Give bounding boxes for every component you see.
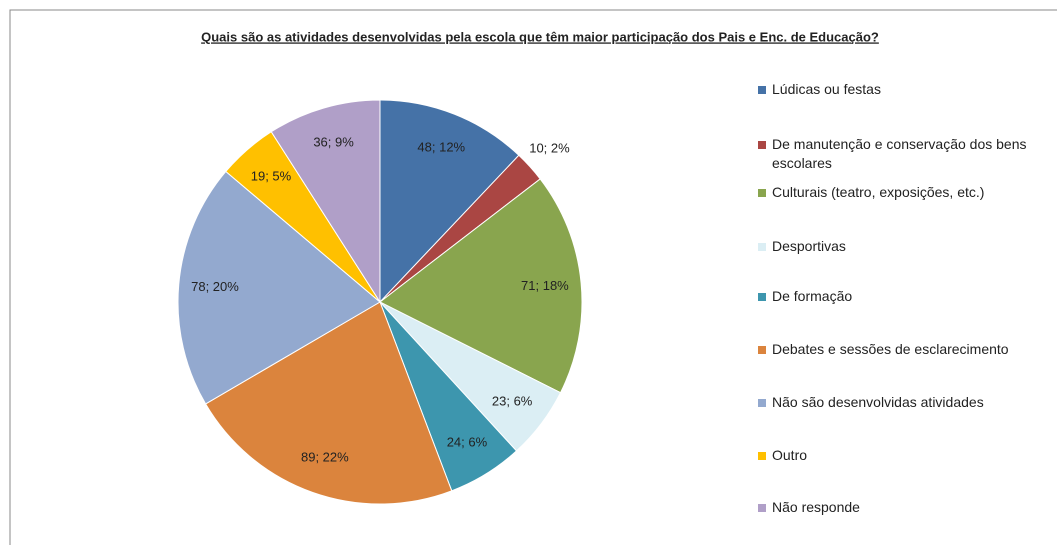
data-label: 24; 6% bbox=[447, 434, 488, 449]
data-label: 89; 22% bbox=[301, 450, 349, 465]
legend-label: Não são desenvolvidas atividades bbox=[772, 394, 984, 410]
data-label: 48; 12% bbox=[417, 140, 465, 155]
legend-item: De formação bbox=[758, 287, 1050, 306]
legend-label: Culturais (teatro, exposições, etc.) bbox=[772, 184, 985, 200]
legend-item: Não são desenvolvidas atividades bbox=[758, 393, 1050, 412]
pie-slice bbox=[379, 178, 583, 394]
legend-item: Culturais (teatro, exposições, etc.) bbox=[758, 183, 1050, 202]
pie-slice bbox=[379, 99, 520, 304]
legend-swatch bbox=[758, 189, 766, 197]
legend-swatch bbox=[758, 504, 766, 512]
legend-swatch bbox=[758, 399, 766, 407]
legend-item: De manutenção e conservação dos bens esc… bbox=[758, 135, 1050, 173]
legend-item: Debates e sessões de esclarecimento bbox=[758, 340, 1050, 359]
legend-label: Não responde bbox=[772, 499, 860, 515]
legend-swatch bbox=[758, 243, 766, 251]
legend-item: Desportivas bbox=[758, 237, 1050, 256]
legend-item: Lúdicas ou festas bbox=[758, 80, 1050, 99]
pie-slice bbox=[270, 99, 381, 304]
legend-swatch bbox=[758, 346, 766, 354]
legend-swatch bbox=[758, 452, 766, 460]
legend-label: Desportivas bbox=[772, 238, 846, 254]
legend-item: Não responde bbox=[758, 498, 1050, 517]
data-label: 19; 5% bbox=[251, 169, 292, 184]
chart-border bbox=[9, 9, 1057, 545]
legend-label: Outro bbox=[772, 447, 808, 463]
legend-label: Debates e sessões de esclarecimento bbox=[772, 341, 1009, 357]
legend-item: Outro bbox=[758, 446, 1050, 465]
pie-slice bbox=[204, 301, 453, 505]
data-label: 78; 20% bbox=[191, 279, 239, 294]
data-label: 36; 9% bbox=[313, 134, 354, 149]
legend-label: Lúdicas ou festas bbox=[772, 81, 881, 97]
legend-swatch bbox=[758, 86, 766, 94]
legend-label: De manutenção e conservação dos bens esc… bbox=[772, 136, 1027, 171]
legend-swatch bbox=[758, 141, 766, 149]
data-label: 71; 18% bbox=[521, 278, 569, 293]
chart-title: Quais são as atividades desenvolvidas pe… bbox=[201, 29, 879, 44]
legend-swatch bbox=[758, 293, 766, 301]
pie-slice bbox=[177, 170, 381, 405]
data-label: 10; 2% bbox=[529, 141, 570, 156]
legend-label: De formação bbox=[772, 288, 853, 304]
data-label: 23; 6% bbox=[492, 393, 533, 408]
